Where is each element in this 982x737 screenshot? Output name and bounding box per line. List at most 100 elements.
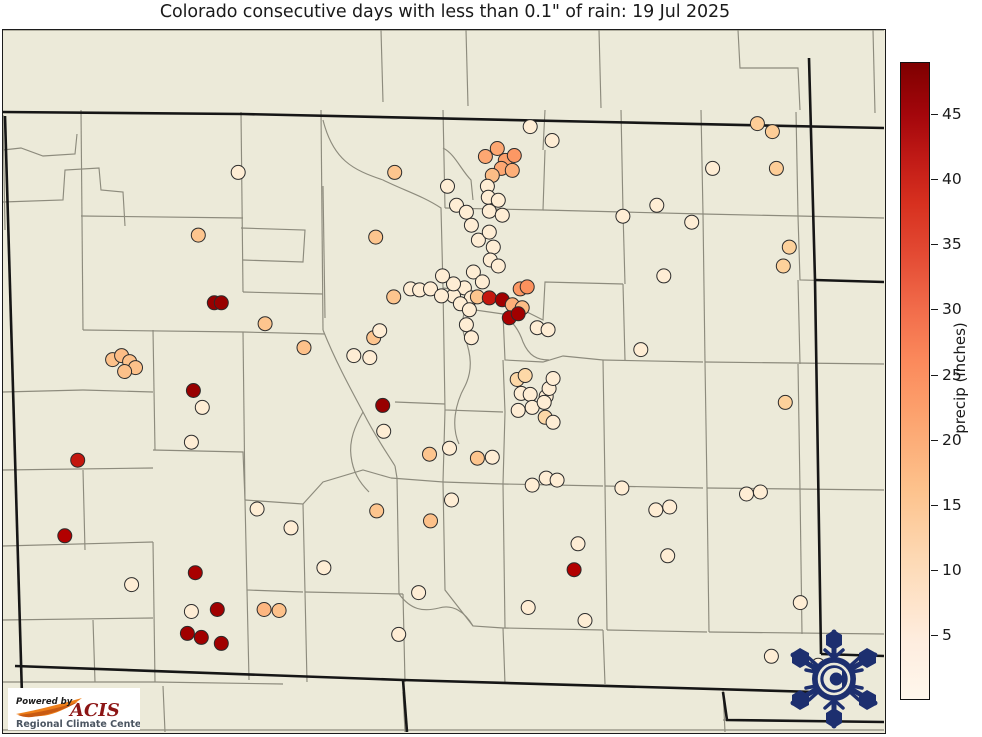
station-marker[interactable] [477,149,493,164]
station-marker[interactable] [296,340,312,356]
station-marker[interactable] [489,141,505,156]
station-marker[interactable] [540,322,556,338]
station-marker[interactable] [763,648,779,664]
station-marker[interactable] [458,204,474,220]
station-marker[interactable] [775,258,791,274]
station-marker[interactable] [662,499,678,515]
station-marker[interactable] [391,626,407,642]
station-marker[interactable] [423,281,438,297]
station-marker[interactable] [749,116,765,132]
station-marker[interactable] [57,528,73,544]
station-marker[interactable] [506,148,522,163]
station-marker[interactable] [372,323,388,339]
station-marker[interactable] [570,536,586,552]
station-markers[interactable] [57,116,826,673]
station-marker[interactable] [470,232,486,248]
station-marker[interactable] [481,203,497,219]
station-marker[interactable] [369,503,385,519]
station-marker[interactable] [777,394,793,410]
station-marker[interactable] [536,394,552,410]
station-marker[interactable] [230,164,246,180]
station-marker[interactable] [524,477,540,493]
station-marker[interactable] [440,178,455,194]
station-marker[interactable] [375,397,391,413]
station-marker[interactable] [474,274,490,290]
station-marker[interactable] [660,548,676,564]
station-marker[interactable] [124,577,140,593]
station-marker[interactable] [522,119,538,135]
station-marker[interactable] [510,306,526,322]
station-marker[interactable] [633,342,649,358]
station-marker[interactable] [187,565,203,581]
station-marker[interactable] [461,302,477,318]
station-marker[interactable] [469,450,485,466]
station-marker[interactable] [249,501,265,517]
station-marker[interactable] [739,486,754,502]
station-marker[interactable] [614,480,630,496]
station-marker[interactable] [185,383,201,398]
station-marker[interactable] [752,484,768,500]
station-marker[interactable] [504,162,520,178]
station-marker[interactable] [481,290,497,306]
station-marker[interactable] [442,440,457,456]
station-marker[interactable] [768,160,784,176]
station-marker[interactable] [271,603,287,618]
station-marker[interactable] [422,446,437,462]
station-marker[interactable] [179,625,195,641]
station-marker[interactable] [549,472,565,488]
station-marker[interactable] [577,613,593,628]
station-marker[interactable] [368,229,384,245]
station-marker[interactable] [494,207,510,223]
station-marker[interactable] [362,350,378,366]
station-marker[interactable] [423,513,438,529]
station-marker[interactable] [386,289,402,305]
station-marker[interactable] [544,133,560,148]
station-marker[interactable] [520,600,536,615]
station-marker[interactable] [463,217,479,233]
station-marker[interactable] [615,208,631,224]
station-marker[interactable] [566,562,582,578]
station-marker[interactable] [446,276,461,292]
map-canvas[interactable] [2,29,886,734]
station-marker[interactable] [387,164,403,180]
station-marker[interactable] [481,224,497,240]
station-marker[interactable] [764,124,780,140]
station-marker[interactable] [444,492,459,508]
station-marker[interactable] [545,414,561,430]
station-marker[interactable] [519,279,535,295]
station-marker[interactable] [792,595,808,611]
station-marker[interactable] [684,214,700,230]
station-marker[interactable] [209,602,225,617]
station-marker[interactable] [256,602,272,617]
station-marker[interactable] [70,452,86,468]
station-marker[interactable] [183,604,199,619]
station-marker[interactable] [117,364,133,379]
station-marker[interactable] [656,268,672,284]
station-marker[interactable] [434,288,449,304]
station-marker[interactable] [376,423,392,439]
station-marker[interactable] [194,399,210,415]
station-marker[interactable] [213,635,229,651]
station-marker[interactable] [458,317,474,333]
station-marker[interactable] [316,560,332,576]
station-marker[interactable] [435,268,450,284]
station-marker[interactable] [517,368,533,383]
station-marker[interactable] [490,192,506,208]
station-marker[interactable] [522,386,538,402]
station-marker[interactable] [183,434,199,450]
station-marker[interactable] [257,316,273,332]
station-marker[interactable] [465,264,481,280]
station-marker[interactable] [648,502,664,518]
station-marker[interactable] [193,629,209,645]
station-marker[interactable] [213,295,229,311]
station-marker[interactable] [490,258,506,274]
station-marker[interactable] [190,227,206,243]
station-marker[interactable] [411,585,427,601]
station-marker[interactable] [649,197,665,213]
station-marker[interactable] [484,449,500,465]
station-marker[interactable] [545,371,561,386]
station-marker[interactable] [705,160,721,176]
station-marker[interactable] [781,239,797,255]
station-marker[interactable] [485,239,501,255]
station-marker[interactable] [283,520,299,536]
